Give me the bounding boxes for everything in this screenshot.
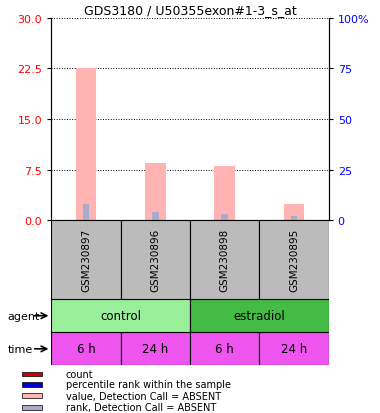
Bar: [22, 405, 42, 410]
Bar: [291, 217, 298, 221]
Text: count: count: [66, 369, 93, 379]
Text: value, Detection Call = ABSENT: value, Detection Call = ABSENT: [66, 391, 221, 401]
Title: GDS3180 / U50355exon#1-3_s_at: GDS3180 / U50355exon#1-3_s_at: [84, 5, 296, 17]
Bar: [22, 394, 42, 398]
Bar: [121, 221, 190, 299]
Bar: [51, 221, 121, 299]
Bar: [152, 213, 159, 221]
Bar: [190, 332, 259, 366]
Text: GSM230896: GSM230896: [150, 229, 160, 292]
Bar: [22, 382, 42, 387]
Text: rank, Detection Call = ABSENT: rank, Detection Call = ABSENT: [66, 402, 216, 412]
Bar: [82, 204, 89, 221]
Text: GSM230897: GSM230897: [81, 229, 91, 292]
Text: 6 h: 6 h: [77, 342, 95, 356]
Bar: [221, 214, 228, 221]
Bar: [190, 299, 329, 332]
Text: control: control: [100, 309, 141, 323]
Text: 24 h: 24 h: [142, 342, 168, 356]
Bar: [121, 332, 190, 366]
Text: 6 h: 6 h: [215, 342, 234, 356]
Text: GSM230898: GSM230898: [220, 229, 230, 292]
Text: GSM230895: GSM230895: [289, 229, 299, 292]
Text: estradiol: estradiol: [233, 309, 285, 323]
Bar: [190, 221, 259, 299]
Bar: [283, 204, 304, 221]
Bar: [214, 167, 235, 221]
Bar: [51, 299, 190, 332]
Bar: [259, 221, 329, 299]
Bar: [76, 69, 97, 221]
Bar: [259, 332, 329, 366]
Text: 24 h: 24 h: [281, 342, 307, 356]
Bar: [51, 332, 121, 366]
Text: agent: agent: [8, 311, 40, 321]
Bar: [22, 372, 42, 376]
Bar: [145, 164, 166, 221]
Text: percentile rank within the sample: percentile rank within the sample: [66, 380, 231, 389]
Text: time: time: [8, 344, 33, 354]
